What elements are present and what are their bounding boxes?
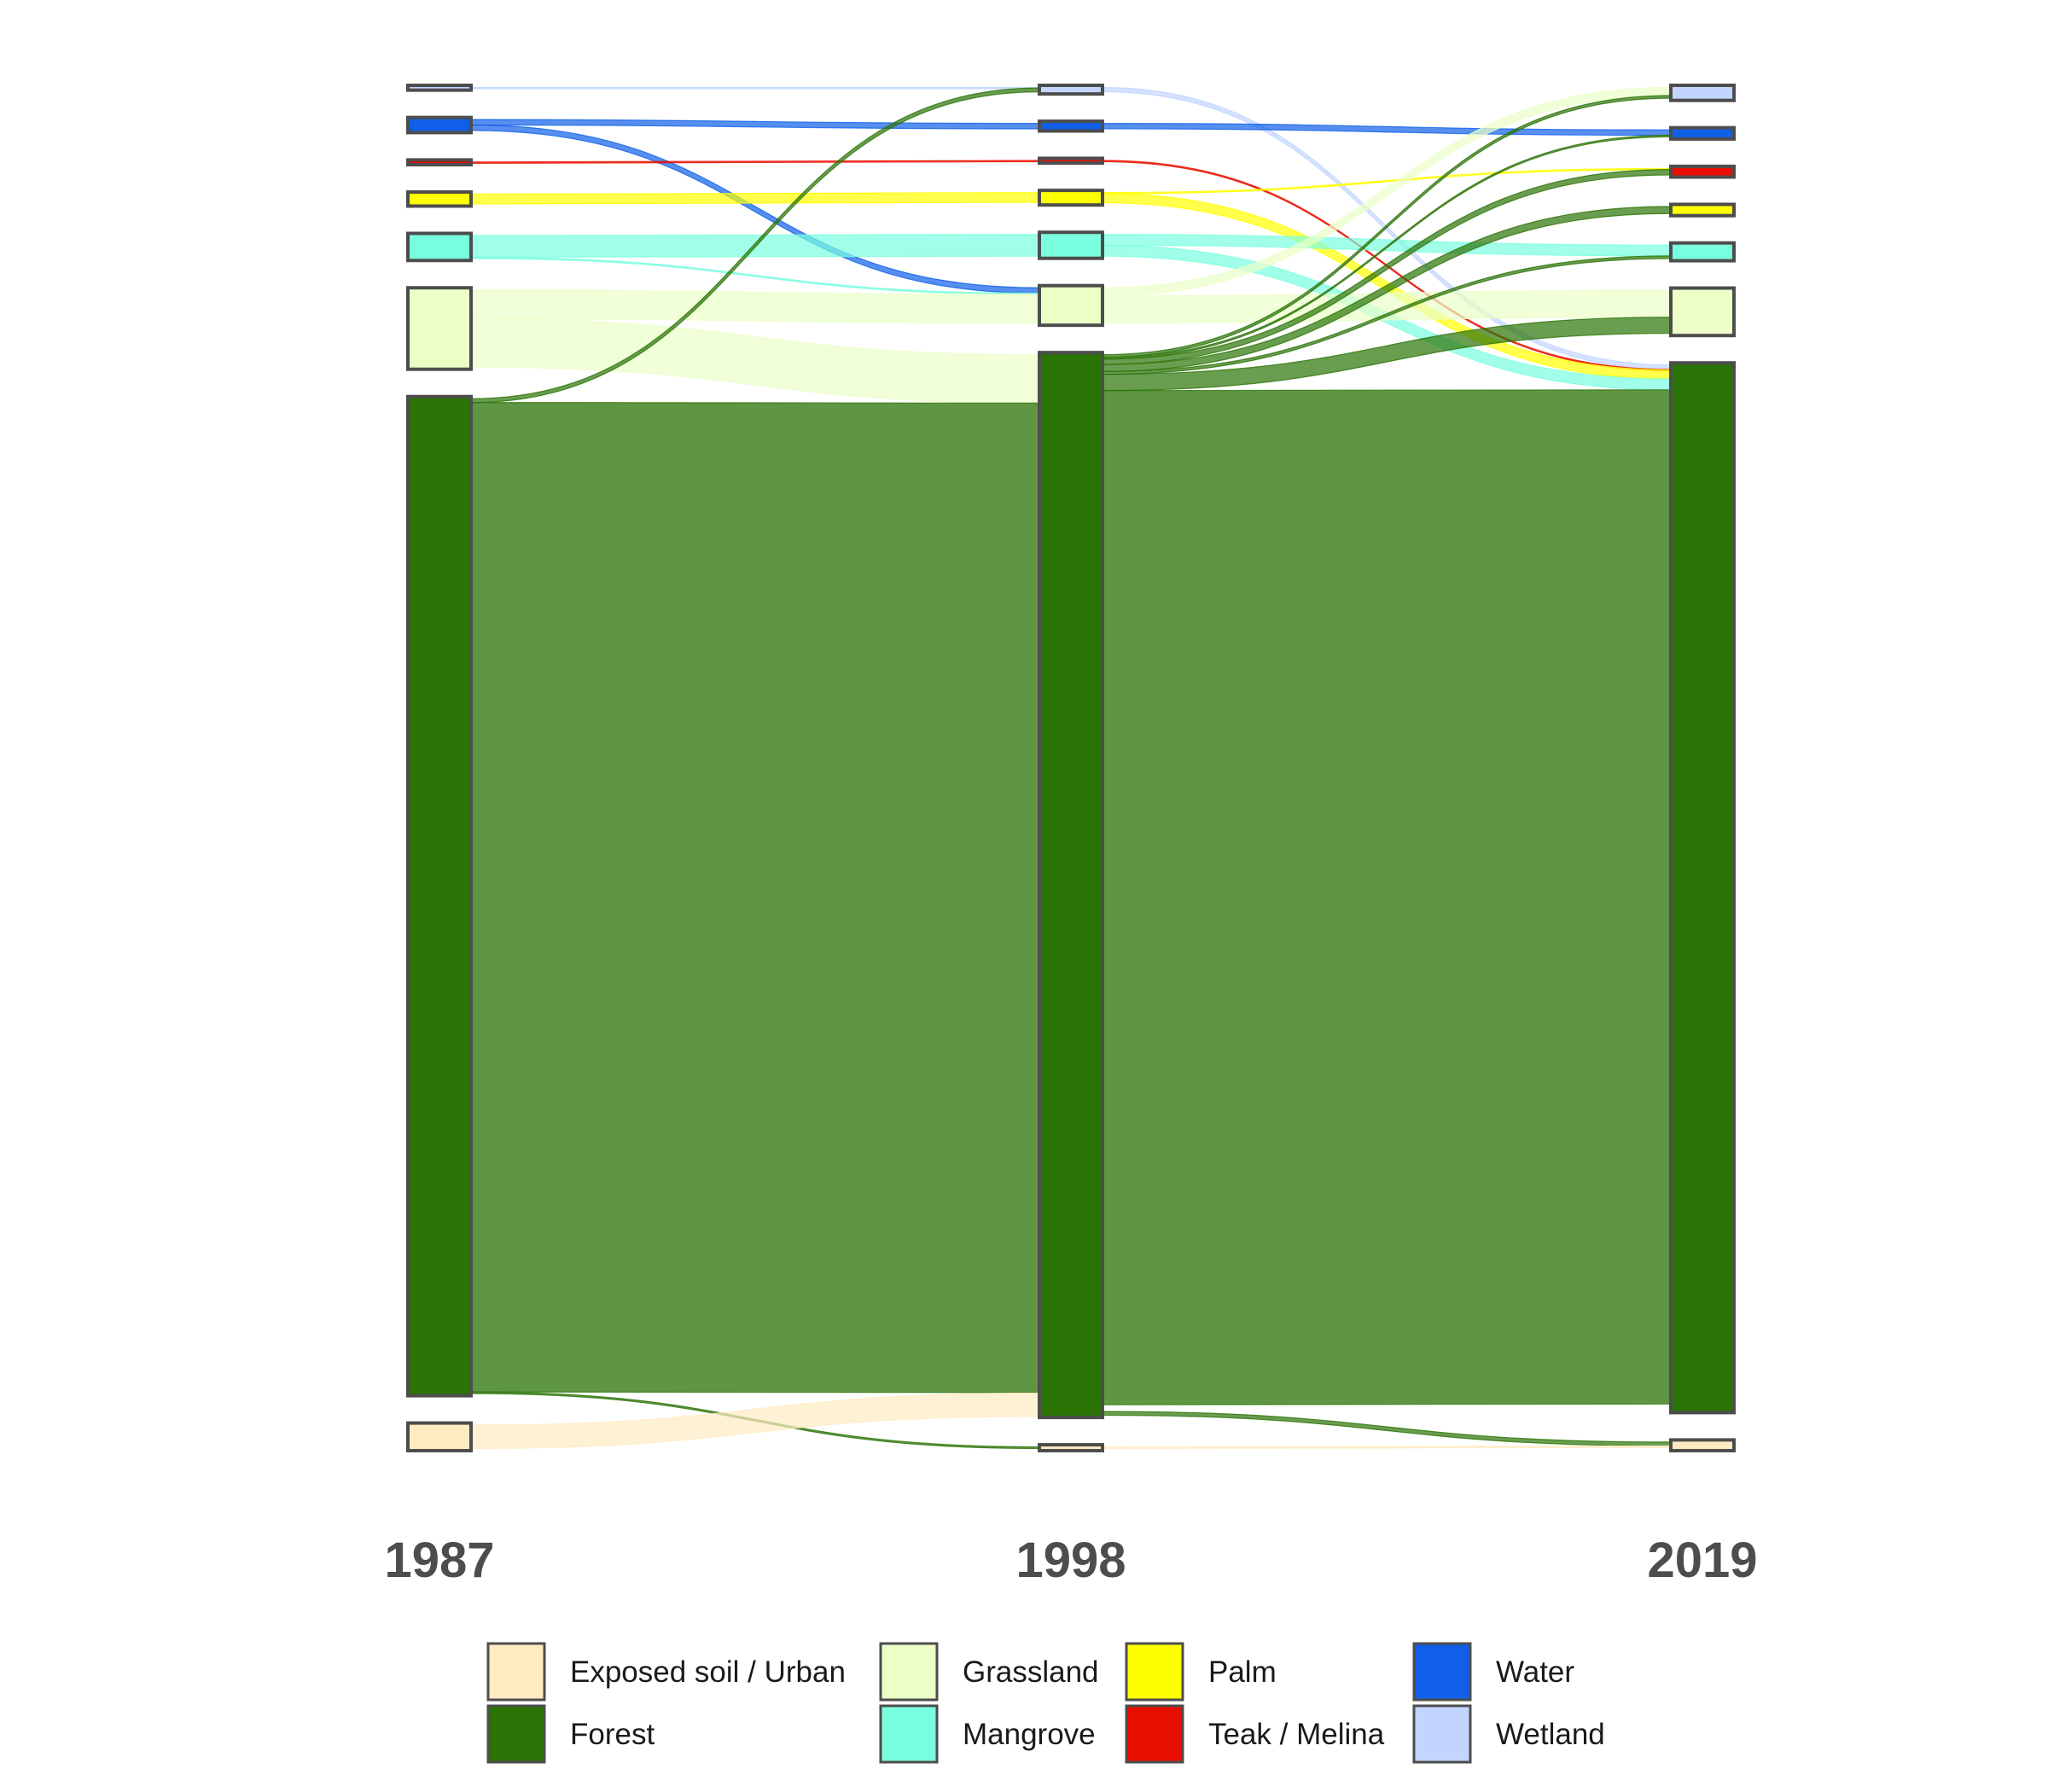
node-2019-palm (1669, 202, 1736, 218)
node-2019-wetland (1669, 84, 1736, 102)
node-2019-water (1669, 125, 1736, 141)
node-1998-wetland (1038, 84, 1104, 96)
flow-1987-1998-grassland-to-grassland (470, 289, 1040, 324)
stage-label-1987: 1987 (384, 1533, 494, 1588)
legend-label-palm: Palm (1208, 1655, 1277, 1689)
node-1987-water (406, 115, 473, 135)
legend-item-exposed-soil-urban: Exposed soil / Urban (486, 1642, 846, 1702)
node-1998-teak-melina (1038, 156, 1104, 166)
flow-1987-1998-wetland-to-wetland (470, 86, 1040, 90)
flow-1987-1998-teak-melina-to-teak-melina (470, 160, 1040, 164)
flow-1987-1998-water-to-grassland (470, 124, 1040, 294)
node-2019-exposed-soil-urban (1669, 1438, 1736, 1452)
legend-item-forest: Forest (486, 1704, 655, 1764)
legend-label-teak-melina: Teak / Melina (1208, 1718, 1385, 1751)
stage-label-2019: 2019 (1647, 1533, 1757, 1588)
legend-label-forest: Forest (570, 1718, 655, 1751)
stage-label-layer: 1987 1998 2019 (384, 1533, 1757, 1588)
node-1987-wetland (406, 84, 473, 92)
node-1987-exposed-soil-urban (406, 1421, 473, 1452)
legend-label-wetland: Wetland (1496, 1718, 1605, 1751)
flow-1998-2019-forest-to-forest (1102, 389, 1672, 1405)
node-1987-grassland (406, 286, 473, 371)
legend-swatch-wetland (1412, 1704, 1472, 1764)
node-1998-grassland (1038, 283, 1104, 328)
legend-swatch-grassland (879, 1642, 939, 1702)
legend-swatch-forest (486, 1704, 546, 1764)
node-2019-mangrove (1669, 241, 1736, 263)
node-layer (406, 84, 1736, 1452)
flow-1998-2019-exposed-soil-urban-to-exposed-soil-urban (1102, 1445, 1672, 1450)
flow-1987-1998-palm-to-palm (470, 192, 1040, 205)
legend-swatch-exposed-soil-urban (486, 1642, 546, 1702)
node-2019-teak-melina (1669, 164, 1736, 179)
legend-item-mangrove: Mangrove (879, 1704, 1096, 1764)
legend-label-mangrove: Mangrove (963, 1718, 1096, 1751)
legend-swatch-water (1412, 1642, 1472, 1702)
legend: Exposed soil / Urban Forest Grassland Mangr… (486, 1642, 1605, 1764)
legend-label-water: Water (1496, 1655, 1574, 1689)
legend-item-wetland: Wetland (1412, 1704, 1605, 1764)
node-1987-mangrove (406, 231, 473, 263)
node-1998-palm (1038, 189, 1104, 207)
legend-swatch-mangrove (879, 1704, 939, 1764)
flow-1987-1998-water-to-water (470, 119, 1040, 130)
legend-swatch-teak-melina (1125, 1704, 1184, 1764)
flow-1998-2019-grassland-to-grassland (1102, 289, 1672, 324)
legend-label-grassland: Grassland (963, 1655, 1099, 1689)
stage-label-1998: 1998 (1015, 1533, 1126, 1588)
node-2019-forest (1669, 361, 1736, 1415)
node-1987-teak-melina (406, 158, 473, 167)
flow-1987-1998-mangrove-to-grassland (470, 256, 1040, 295)
flow-1998-2019-water-to-water (1102, 122, 1672, 137)
node-1998-exposed-soil-urban (1038, 1443, 1104, 1452)
node-1998-mangrove (1038, 230, 1104, 260)
flow-1987-1998-exposed-soil-urban-to-forest (470, 1392, 1040, 1450)
node-1998-forest (1038, 351, 1104, 1420)
flow-1987-1998-forest-to-forest (470, 402, 1040, 1393)
legend-item-grassland: Grassland (879, 1642, 1099, 1702)
legend-item-palm: Palm (1125, 1642, 1277, 1702)
node-1998-water (1038, 119, 1104, 133)
node-1987-palm (406, 190, 473, 208)
legend-label-exposed-soil-urban: Exposed soil / Urban (570, 1655, 846, 1689)
flow-1998-2019-forest-to-exposed-soil-urban (1102, 1411, 1672, 1446)
legend-swatch-palm (1125, 1642, 1184, 1702)
legend-item-teak-melina: Teak / Melina (1125, 1704, 1385, 1764)
legend-item-water: Water (1412, 1642, 1574, 1702)
node-1987-forest (406, 394, 473, 1398)
node-2019-grassland (1669, 286, 1736, 338)
